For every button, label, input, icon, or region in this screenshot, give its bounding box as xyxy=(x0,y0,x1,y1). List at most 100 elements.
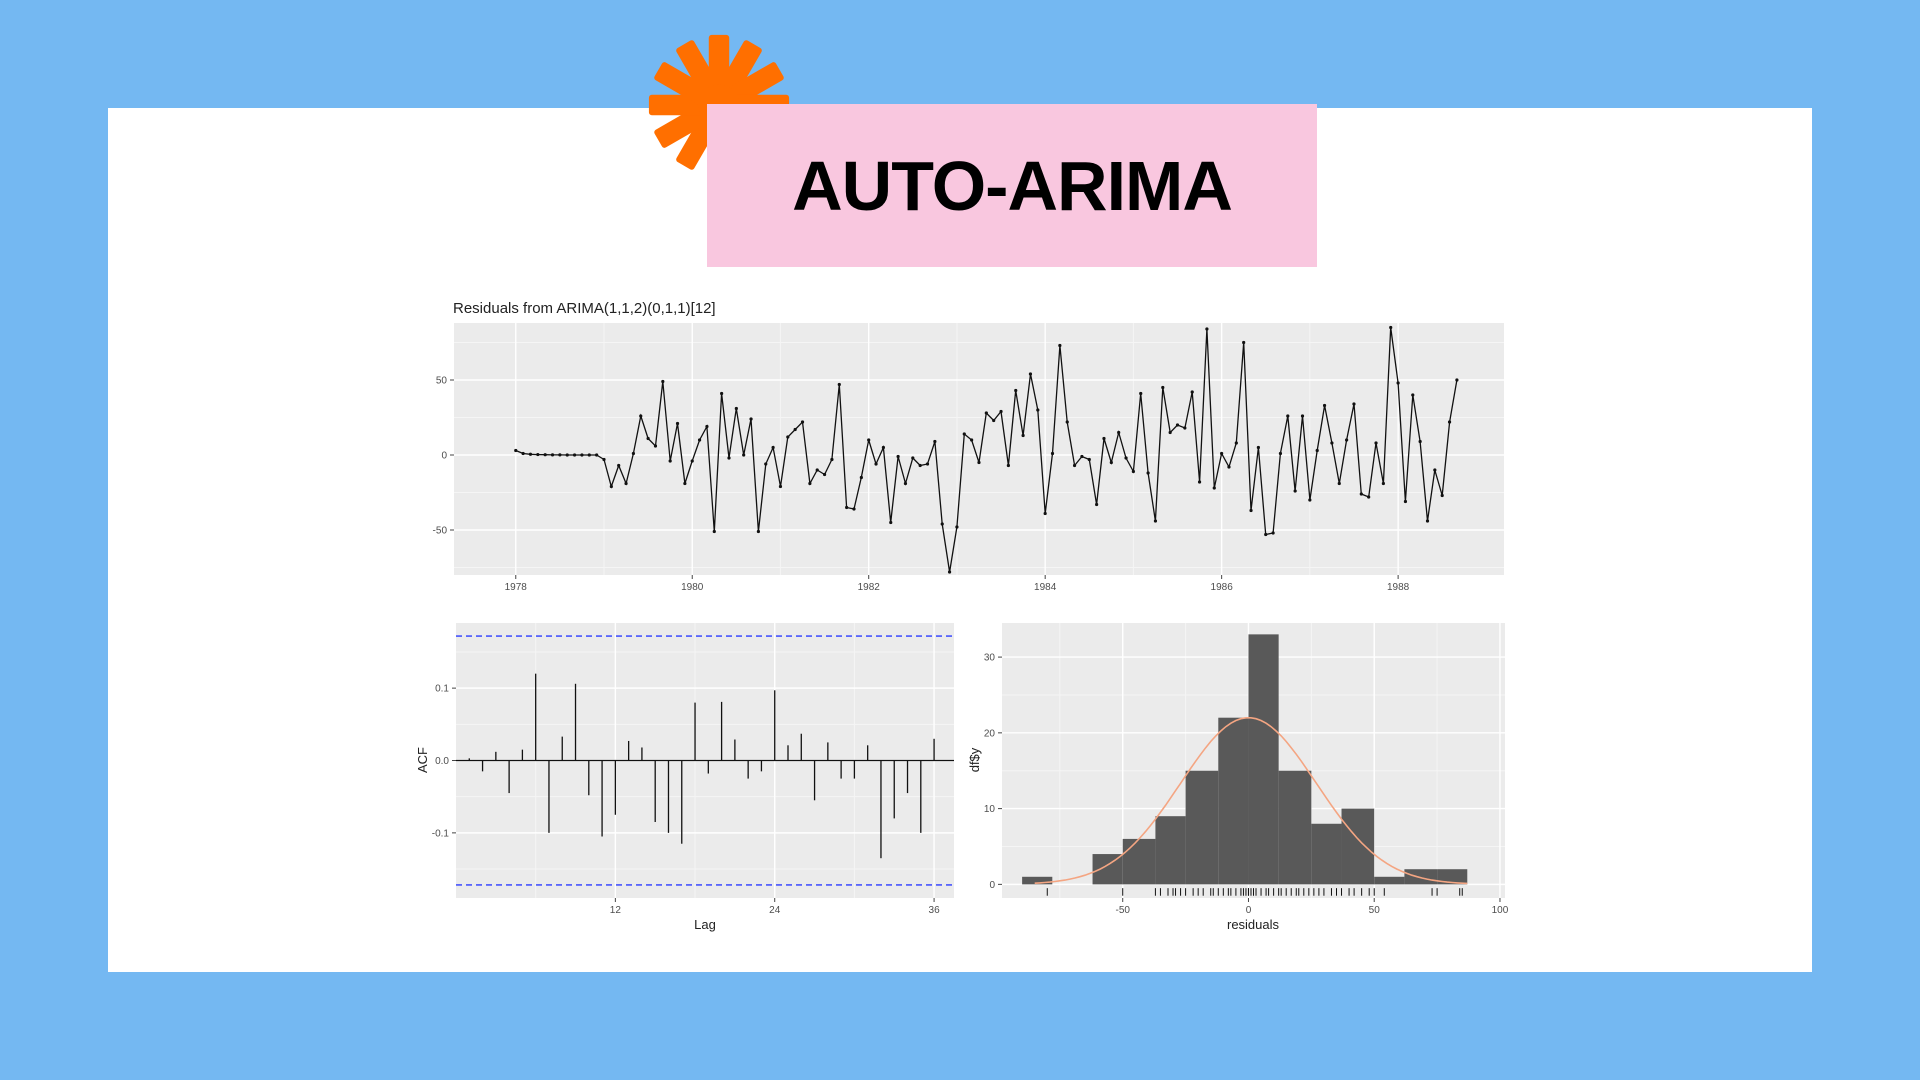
acf-ylabel: ACF xyxy=(415,747,430,773)
residual-point xyxy=(1058,343,1062,348)
residual-point xyxy=(1455,378,1459,382)
slide-title: AUTO-ARIMA xyxy=(792,146,1233,225)
histogram-ylabel: df$y xyxy=(967,747,982,772)
residual-point xyxy=(1131,469,1135,474)
histogram-bar xyxy=(1155,816,1186,885)
residual-point xyxy=(536,452,540,457)
residual-point xyxy=(1065,420,1069,424)
residual-point xyxy=(778,484,783,489)
residual-point xyxy=(940,522,944,526)
x-tick-label: 1980 xyxy=(681,582,704,593)
residual-point xyxy=(1425,519,1430,523)
residual-point xyxy=(881,445,885,450)
y-tick-label: 0 xyxy=(989,880,995,891)
y-tick-label: 0.0 xyxy=(435,756,449,767)
residual-point xyxy=(631,451,636,456)
residual-point xyxy=(867,438,871,442)
residual-plot-title: Residuals from ARIMA(1,1,2)(0,1,1)[12] xyxy=(453,300,716,317)
residual-point xyxy=(1205,327,1209,331)
y-tick-label: 0 xyxy=(441,451,447,462)
residual-point xyxy=(595,453,599,457)
residual-point xyxy=(1374,441,1378,445)
residual-point xyxy=(1249,508,1253,513)
residual-point xyxy=(1381,481,1385,486)
residual-point xyxy=(1264,532,1268,537)
residual-point xyxy=(1021,433,1025,438)
histogram-bar xyxy=(1218,717,1249,885)
x-tick-label: 1988 xyxy=(1387,582,1410,593)
residual-point xyxy=(602,457,606,462)
residual-point xyxy=(1197,480,1202,484)
residual-point xyxy=(1006,463,1010,468)
residual-point xyxy=(925,462,930,466)
y-tick-label: -0.1 xyxy=(432,828,450,839)
residual-point xyxy=(1014,388,1018,393)
residual-point xyxy=(712,529,716,534)
residual-point xyxy=(933,439,937,444)
residual-point xyxy=(1117,430,1121,435)
histogram-bar xyxy=(1341,808,1375,885)
residual-point xyxy=(668,459,672,463)
residual-point xyxy=(977,460,981,465)
residual-point xyxy=(1028,372,1033,376)
residual-point xyxy=(962,432,966,436)
residual-point xyxy=(1389,325,1393,330)
residual-point xyxy=(786,435,790,439)
residual-point xyxy=(727,456,731,460)
histogram-bar xyxy=(1022,876,1053,885)
x-tick-label: 1984 xyxy=(1034,582,1057,593)
title-box: AUTO-ARIMA xyxy=(707,104,1317,267)
residual-point xyxy=(1212,486,1216,490)
histogram-xlabel: residuals xyxy=(1227,917,1280,932)
residual-point xyxy=(1087,457,1091,462)
residual-point xyxy=(1300,414,1305,418)
y-tick-label: 20 xyxy=(984,728,996,739)
histogram-bar xyxy=(1122,838,1156,885)
residual-point xyxy=(1440,493,1444,498)
residual-point xyxy=(1168,430,1172,435)
residual-point xyxy=(1359,492,1363,496)
y-tick-label: 50 xyxy=(436,376,448,387)
y-tick-label: 30 xyxy=(984,653,996,664)
residual-point xyxy=(1220,451,1224,456)
residual-point xyxy=(734,406,738,411)
residual-point xyxy=(1095,502,1099,507)
x-tick-label: 24 xyxy=(769,905,781,916)
residual-point xyxy=(918,463,922,468)
histogram-bar xyxy=(1311,823,1342,885)
residual-point xyxy=(1411,393,1415,397)
residual-point xyxy=(1337,481,1341,486)
residual-plot-panel xyxy=(454,323,1504,575)
x-tick-label: 1986 xyxy=(1211,582,1234,593)
residual-point xyxy=(1161,385,1165,390)
residual-point xyxy=(845,505,849,510)
residual-point xyxy=(1403,499,1408,504)
residual-point xyxy=(756,529,761,534)
residual-point xyxy=(1234,441,1238,445)
residual-point xyxy=(822,472,827,477)
residual-point xyxy=(1330,441,1334,445)
residual-point xyxy=(1072,463,1077,468)
residual-point xyxy=(1227,465,1231,469)
residual-point xyxy=(1146,471,1150,475)
acf-xlabel: Lag xyxy=(694,917,716,932)
residual-point xyxy=(697,438,702,442)
residual-point xyxy=(514,448,518,453)
residual-point xyxy=(683,481,687,486)
x-tick-label: 100 xyxy=(1492,905,1509,916)
residual-point xyxy=(1036,408,1040,412)
residual-point xyxy=(1139,391,1143,396)
residual-point xyxy=(1190,390,1194,394)
residual-point xyxy=(999,409,1003,414)
residual-point xyxy=(1050,451,1055,456)
x-tick-label: -50 xyxy=(1115,905,1130,916)
residual-point xyxy=(970,438,974,442)
histogram-bar xyxy=(1437,869,1468,885)
residual-point xyxy=(1447,420,1452,424)
residual-point xyxy=(1322,403,1327,408)
residual-point xyxy=(1043,511,1047,516)
residual-point xyxy=(543,453,547,457)
residual-point xyxy=(1124,456,1128,460)
residual-point xyxy=(947,570,952,574)
